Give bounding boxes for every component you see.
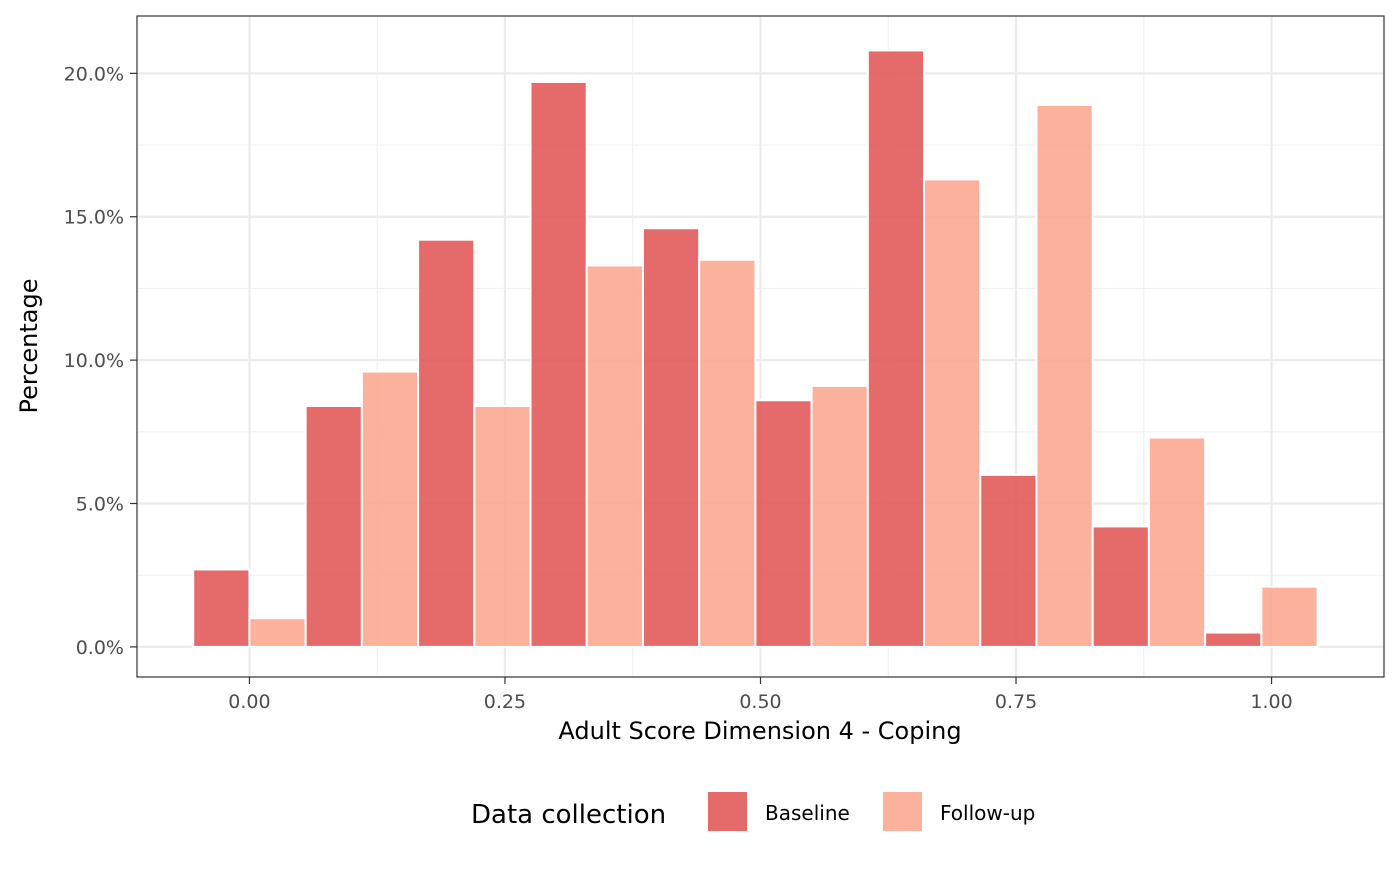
bar-baseline-9 [1204, 631, 1263, 648]
bar-follow-up-7 [1035, 103, 1094, 648]
bar-baseline-7 [979, 473, 1038, 648]
bar-follow-up-3 [585, 264, 644, 648]
y-tick-label: 5.0% [76, 494, 124, 516]
legend-label-follow-up: Follow-up [940, 801, 1035, 825]
x-tick-label: 0.00 [228, 691, 270, 713]
y-axis-title: Percentage [15, 278, 43, 413]
y-tick-label: 15.0% [64, 207, 124, 229]
legend: Data collection Baseline Follow-up [471, 792, 1035, 831]
bar-follow-up-9 [1260, 585, 1319, 648]
bars [192, 49, 1319, 648]
legend-title: Data collection [471, 800, 666, 830]
legend-key-follow-up [883, 792, 922, 831]
bar-follow-up-4 [698, 258, 757, 648]
bar-baseline-3 [529, 80, 588, 648]
bar-follow-up-0 [248, 617, 307, 648]
x-tick-label: 0.50 [739, 691, 781, 713]
bar-follow-up-8 [1147, 436, 1207, 648]
bar-baseline-5 [754, 399, 813, 648]
y-tick-label: 20.0% [64, 63, 124, 85]
x-tick-label: 1.00 [1250, 691, 1292, 713]
bar-baseline-1 [304, 405, 363, 648]
bar-follow-up-6 [923, 178, 982, 648]
bar-follow-up-5 [810, 384, 869, 648]
bar-follow-up-2 [473, 405, 532, 648]
x-tick-label: 0.25 [484, 691, 526, 713]
legend-label-baseline: Baseline [765, 801, 850, 825]
bar-baseline-6 [866, 49, 926, 648]
bar-baseline-0 [192, 568, 251, 648]
bar-baseline-2 [417, 238, 476, 648]
y-tick-label: 10.0% [64, 350, 124, 372]
bar-follow-up-1 [360, 370, 420, 648]
y-tick-label: 0.0% [76, 637, 124, 659]
legend-key-baseline [708, 792, 747, 831]
bar-baseline-8 [1091, 525, 1150, 648]
axes: 0.00 0.25 0.50 0.75 1.00 0.0% 5.0% 10.0% 15.0% 20… [64, 63, 1293, 713]
x-tick-label: 0.75 [995, 691, 1037, 713]
bar-baseline-4 [641, 227, 701, 648]
x-axis-title: Adult Score Dimension 4 - Coping [558, 717, 961, 745]
